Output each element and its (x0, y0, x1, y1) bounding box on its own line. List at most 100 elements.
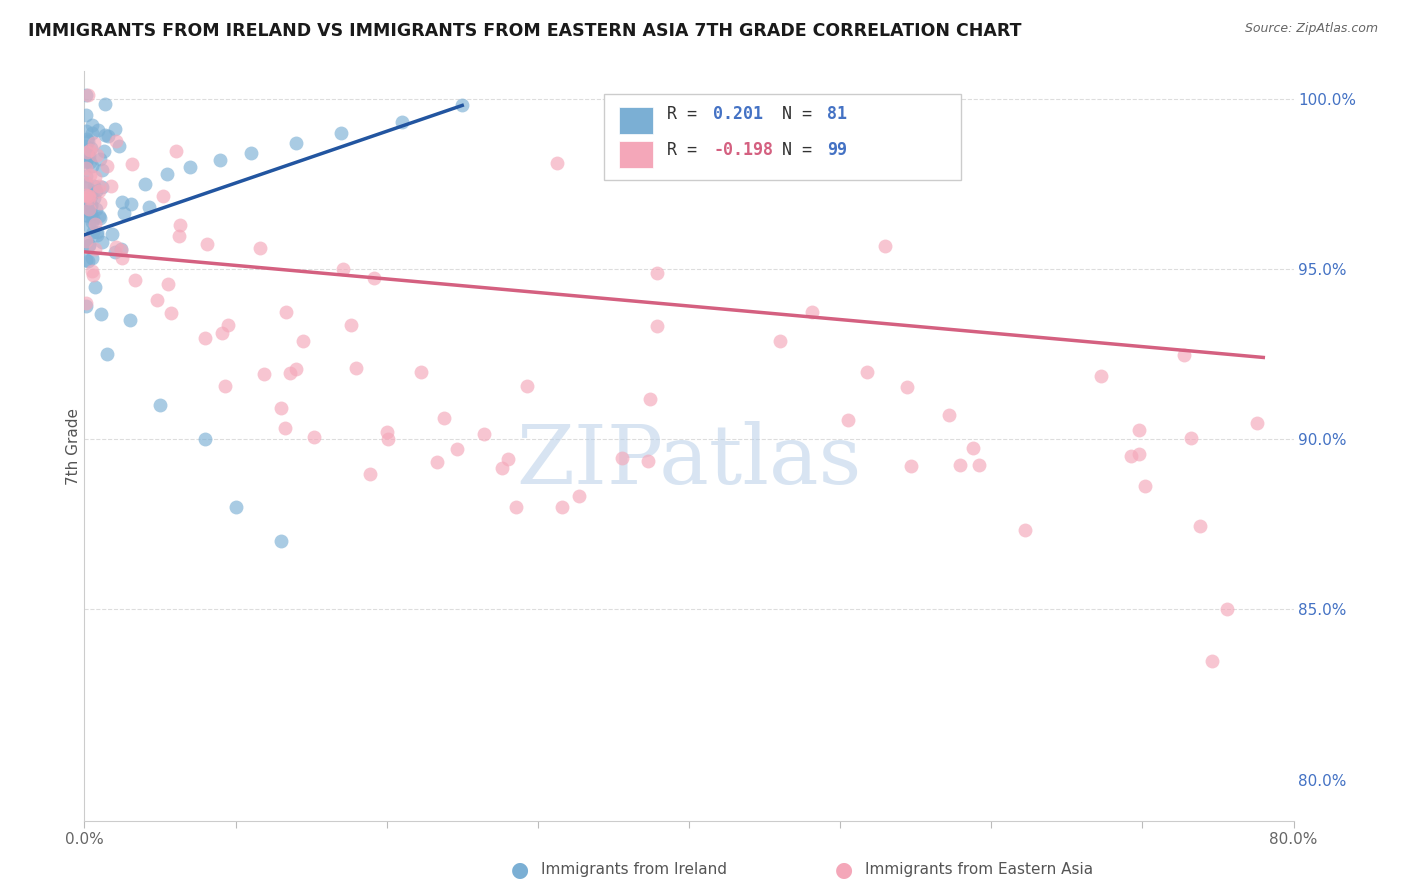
Point (86, 225, 108, 239)
Point (124, 273, 146, 287)
Point (79, 191, 101, 205)
Point (75, 153, 97, 168)
Point (90, 307, 112, 321)
Point (75, 176, 97, 190)
Point (938, 408, 960, 422)
Text: N =: N = (782, 141, 823, 159)
Point (1201, 654, 1223, 668)
Point (84, 184, 107, 198)
Text: 81: 81 (827, 105, 846, 123)
Point (332, 261, 354, 276)
Point (491, 461, 513, 475)
Text: Source: ZipAtlas.com: Source: ZipAtlas.com (1244, 22, 1378, 36)
Point (194, 432, 217, 446)
Point (77, 189, 100, 203)
Point (568, 489, 591, 503)
Point (152, 189, 174, 203)
Point (87, 184, 110, 198)
Point (82, 225, 104, 239)
Point (193, 331, 215, 345)
Point (285, 136, 308, 150)
Point (83, 170, 105, 185)
Point (79, 149, 101, 163)
Point (80, 214, 103, 228)
Point (285, 362, 308, 376)
Point (496, 452, 519, 467)
Point (79, 198, 101, 212)
Point (612, 450, 634, 465)
Point (167, 229, 190, 244)
Point (104, 122, 127, 136)
Point (75, 88, 97, 103)
Point (80, 189, 103, 203)
Point (105, 134, 128, 148)
Point (83, 136, 105, 150)
Point (110, 242, 132, 256)
Point (79, 141, 101, 155)
Point (75, 161, 97, 176)
Point (253, 368, 276, 382)
Point (86, 148, 108, 162)
Point (91, 235, 114, 249)
Point (75, 299, 97, 313)
Point (270, 401, 292, 415)
Point (425, 455, 447, 469)
Point (134, 177, 156, 191)
Point (1216, 602, 1239, 616)
Point (391, 115, 413, 129)
Point (637, 454, 659, 468)
Point (86, 228, 108, 243)
Point (121, 157, 143, 171)
Point (104, 240, 127, 254)
Point (96, 347, 118, 361)
Text: 0.201: 0.201 (713, 105, 763, 123)
Point (156, 167, 179, 181)
Point (1014, 523, 1036, 537)
Point (225, 500, 247, 515)
Point (800, 305, 823, 319)
Point (84, 202, 107, 216)
Point (837, 413, 859, 427)
Point (110, 244, 132, 258)
Text: Immigrants from Ireland: Immigrants from Ireland (541, 863, 727, 877)
Text: R =: R = (668, 105, 707, 123)
Point (505, 500, 527, 515)
Point (89, 211, 111, 225)
Point (87, 209, 110, 223)
Point (377, 432, 399, 446)
Point (302, 429, 325, 443)
Point (94, 128, 117, 142)
Point (83, 179, 105, 194)
Point (89, 152, 111, 166)
Point (214, 379, 236, 393)
Point (1128, 447, 1150, 461)
Point (75, 124, 97, 138)
Point (79, 155, 101, 169)
Point (76, 145, 98, 160)
Point (856, 365, 879, 379)
Point (96, 159, 118, 173)
Point (84, 217, 107, 231)
Point (77, 88, 100, 103)
Point (84, 242, 107, 256)
Point (270, 534, 292, 549)
Point (112, 205, 135, 219)
Point (89, 196, 111, 211)
Point (76, 132, 98, 146)
Point (1173, 348, 1195, 362)
Point (292, 334, 315, 349)
Point (197, 237, 219, 252)
Point (359, 467, 381, 481)
Text: -0.198: -0.198 (713, 141, 773, 159)
Point (91, 180, 114, 194)
Point (276, 305, 298, 319)
Point (77, 203, 100, 218)
Point (515, 379, 537, 393)
Point (82, 159, 104, 173)
Text: ●: ● (835, 860, 852, 880)
Point (111, 195, 134, 210)
Point (949, 458, 972, 472)
Text: ●: ● (512, 860, 529, 880)
Point (209, 153, 232, 167)
Y-axis label: 7th Grade: 7th Grade (66, 408, 80, 484)
